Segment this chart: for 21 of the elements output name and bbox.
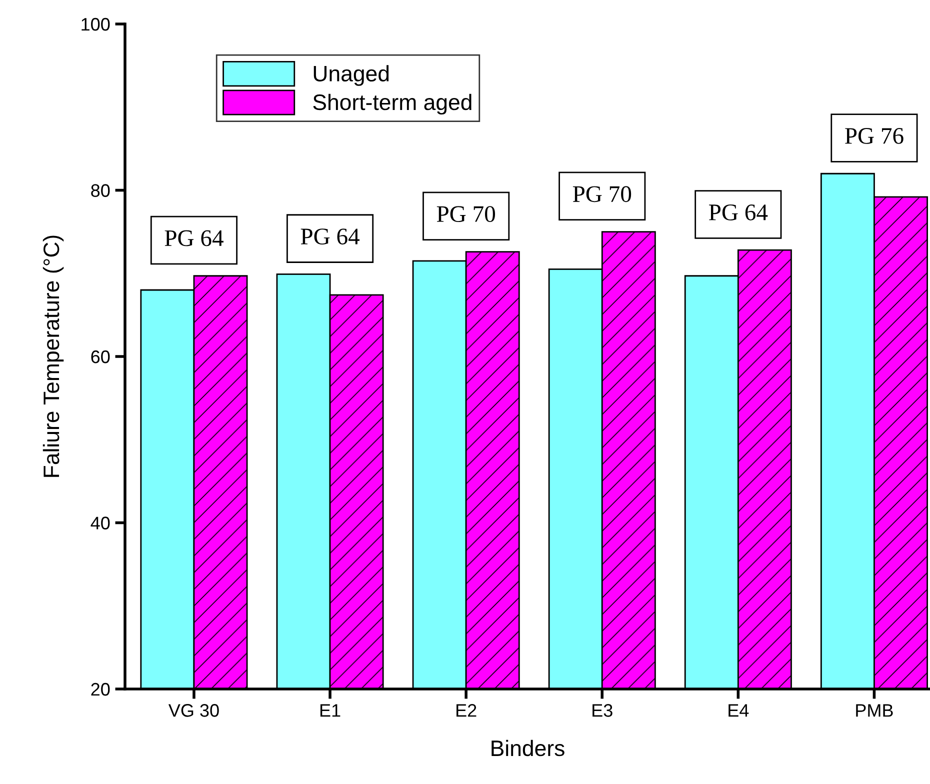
annotation: PG 64	[164, 230, 224, 246]
x-tick-label: VG 30	[168, 704, 219, 717]
y-tick-label: 40	[90, 516, 110, 530]
legend-label: Unaged	[314, 65, 389, 86]
x-tick-label: E3	[592, 704, 612, 717]
x-tick-label: E4	[728, 704, 749, 717]
y-tick-label: 100	[82, 18, 110, 31]
y-tick-label: 80	[91, 184, 110, 197]
y-tick-label: 20	[91, 682, 110, 696]
x-axis-title: Binders	[492, 740, 564, 756]
y-axis-title: Faliure Temperature (°C)	[42, 236, 64, 477]
annotation: PG 64	[709, 204, 768, 220]
annotation: PG 76	[845, 128, 904, 144]
annotation: PG 70	[572, 186, 632, 202]
x-tick-label: E2	[456, 704, 476, 717]
x-tick-label: E1	[320, 704, 340, 717]
y-tick-label: 60	[91, 350, 110, 364]
x-tick-label: PMB	[856, 704, 893, 717]
annotation: PG 70	[436, 206, 496, 222]
legend-label: Short-term aged	[313, 94, 472, 115]
annotation: PG 64	[300, 228, 360, 244]
